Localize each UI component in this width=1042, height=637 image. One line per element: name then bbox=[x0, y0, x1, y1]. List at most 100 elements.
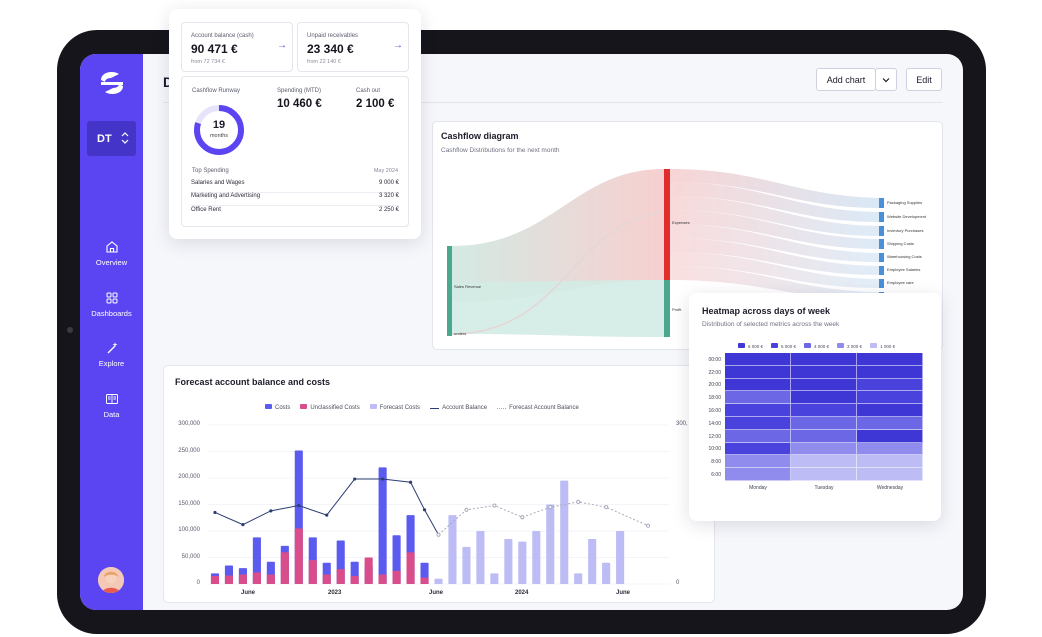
summary-overlay: Account balance (cash) 90 471 € from 72 … bbox=[169, 9, 421, 239]
heatmap-cell bbox=[857, 417, 923, 430]
point-account-balance bbox=[269, 509, 273, 513]
y-right-tick: 300, bbox=[676, 421, 688, 427]
point-forecast-balance bbox=[645, 523, 651, 528]
point-forecast-balance bbox=[548, 505, 553, 510]
heatmap-y-label: 00:00 bbox=[708, 357, 721, 363]
spending-row[interactable]: Salaries and Wages 9 000 € bbox=[191, 180, 399, 193]
heatmap-y-label: 20:00 bbox=[708, 382, 721, 388]
heatmap-cell bbox=[725, 442, 791, 456]
heatmap-cell bbox=[857, 404, 923, 417]
bar-forecast bbox=[462, 546, 471, 584]
cashflow-title: Cashflow diagram bbox=[441, 131, 519, 141]
spending-row[interactable]: Office Rent 2 250 € bbox=[191, 207, 399, 220]
y-tick: 250,000 bbox=[178, 448, 200, 454]
avatar[interactable] bbox=[98, 567, 124, 593]
legend-unclassified[interactable]: Unclassified Costs bbox=[300, 404, 360, 411]
bar-unclassified bbox=[308, 560, 317, 584]
spending-row[interactable]: Marketing and Advertising 3 320 € bbox=[191, 193, 399, 206]
spending-row-value: 3 320 € bbox=[378, 193, 399, 199]
runway-unit: months bbox=[209, 133, 229, 139]
heatmap-cell bbox=[725, 455, 791, 469]
sankey-label-sales: Sales Revenue bbox=[454, 284, 482, 289]
magic-wand-icon bbox=[107, 342, 118, 354]
nav-data-label: Data bbox=[103, 410, 120, 419]
heatmap-cell bbox=[791, 468, 857, 481]
bar-unclassified bbox=[224, 575, 234, 584]
nav-explore[interactable]: Explore bbox=[80, 341, 143, 368]
home-icon bbox=[105, 241, 118, 253]
bar-unclassified bbox=[238, 574, 247, 584]
bar-forecast bbox=[448, 515, 457, 584]
point-account-balance bbox=[381, 477, 385, 481]
heatmap-cell bbox=[791, 404, 857, 417]
line-forecast-balance bbox=[438, 501, 649, 536]
account-balance-card[interactable]: Account balance (cash) 90 471 € from 72 … bbox=[181, 22, 293, 72]
flow-sales-to-profit bbox=[452, 280, 664, 337]
spending-value: 10 460 € bbox=[277, 98, 322, 110]
point-account-balance bbox=[297, 503, 301, 508]
book-icon bbox=[105, 394, 118, 404]
heatmap-cell bbox=[725, 417, 791, 430]
node-sales-revenue bbox=[447, 246, 452, 334]
point-forecast-balance bbox=[576, 499, 581, 504]
legend-account-balance[interactable]: Account Balance bbox=[430, 405, 487, 411]
arrow-right-icon[interactable]: → bbox=[277, 40, 287, 51]
sankey-label-target: Warehousing Costs bbox=[887, 254, 922, 259]
bar-forecast bbox=[546, 504, 555, 584]
heatmap-cell bbox=[857, 442, 923, 456]
heatmap-cell bbox=[791, 429, 857, 443]
bar-forecast bbox=[616, 531, 625, 584]
sankey-diagram bbox=[447, 169, 884, 337]
y-tick: 150,000 bbox=[178, 501, 200, 507]
nav-overview[interactable]: Overview bbox=[80, 240, 143, 267]
line-account-balance bbox=[214, 478, 439, 535]
heatmap-legend-item: 5 000 € bbox=[771, 343, 796, 349]
heatmap-cell bbox=[725, 429, 791, 443]
edit-button[interactable]: Edit bbox=[906, 68, 942, 91]
heatmap-cell bbox=[857, 429, 923, 443]
arrow-right-icon[interactable]: → bbox=[393, 40, 403, 51]
bar-forecast bbox=[532, 531, 541, 584]
sidebar: DT Overview Dashboards Explore Data bbox=[80, 54, 143, 610]
unpaid-receivables-label: Unpaid receivables bbox=[307, 33, 359, 39]
heatmap-cell bbox=[791, 353, 857, 366]
unpaid-receivables-value: 23 340 € bbox=[307, 42, 354, 56]
bar-forecast bbox=[490, 573, 499, 584]
workspace-switcher[interactable]: DT bbox=[87, 121, 136, 156]
sankey-label-unders: unders bbox=[454, 331, 467, 336]
heatmap-cell bbox=[857, 353, 923, 366]
point-forecast-balance bbox=[520, 515, 525, 520]
point-account-balance bbox=[408, 480, 413, 484]
legend-forecast-costs[interactable]: Forecast Costs bbox=[369, 404, 420, 411]
bar-unclassified bbox=[392, 570, 401, 584]
nav-data[interactable]: Data bbox=[80, 392, 143, 419]
add-chart-button[interactable]: Add chart bbox=[816, 68, 876, 91]
legend-forecast-balance[interactable]: Forecast Account Balance bbox=[497, 405, 579, 411]
unpaid-receivables-card[interactable]: Unpaid receivables 23 340 € from 22 140 … bbox=[297, 22, 409, 72]
heatmap-y-label: 22:00 bbox=[708, 370, 721, 376]
sankey-label-target: Packaging Supplies bbox=[887, 200, 923, 205]
y-tick: 100,000 bbox=[178, 527, 200, 533]
heatmap-cell bbox=[857, 378, 923, 392]
heatmap-subtitle: Distribution of selected metrics across … bbox=[702, 321, 840, 328]
add-chart-dropdown[interactable] bbox=[875, 68, 897, 91]
nav-overview-label: Overview bbox=[95, 258, 128, 267]
legend-costs[interactable]: Costs bbox=[265, 404, 290, 411]
bar-unclassified bbox=[364, 557, 373, 584]
logo-icon bbox=[101, 72, 123, 94]
workspace-label: DT bbox=[97, 132, 112, 145]
camera bbox=[67, 327, 73, 333]
y-right-tick: 0 bbox=[676, 580, 680, 586]
node-profit bbox=[664, 280, 670, 337]
grid-icon bbox=[106, 292, 117, 304]
bar-unclassified bbox=[420, 577, 429, 584]
nav-dashboards[interactable]: Dashboards bbox=[80, 291, 143, 318]
bar-unclassified bbox=[350, 576, 359, 584]
x-label: 2024 bbox=[515, 590, 529, 596]
heatmap-cell bbox=[791, 442, 857, 456]
runway-label: Cashflow Runway bbox=[192, 88, 241, 94]
heatmap-legend-item: 3 000 € bbox=[837, 343, 862, 349]
heatmap-cell bbox=[725, 404, 791, 417]
heatmap-card: Heatmap across days of week Distribution… bbox=[689, 293, 941, 521]
heatmap-legend-item: 4 000 € bbox=[804, 343, 829, 349]
